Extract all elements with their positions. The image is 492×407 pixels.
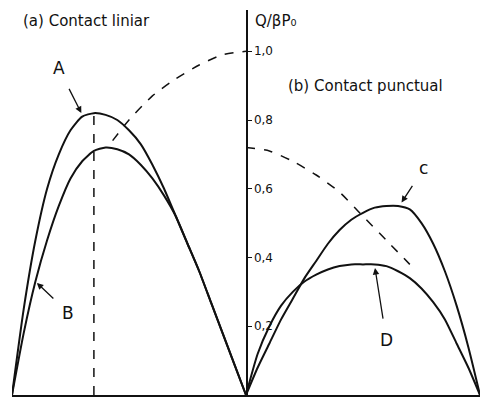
svg-text:0,2: 0,2 xyxy=(254,319,273,333)
svg-text:1,0: 1,0 xyxy=(254,44,273,58)
svg-text:D: D xyxy=(380,330,393,350)
svg-text:(a) Contact liniar: (a) Contact liniar xyxy=(23,12,150,30)
svg-text:0,6: 0,6 xyxy=(254,182,273,196)
svg-text:A: A xyxy=(53,58,65,78)
svg-text:B: B xyxy=(62,303,74,323)
svg-text:0,8: 0,8 xyxy=(254,113,273,127)
svg-text:0,4: 0,4 xyxy=(254,251,273,265)
svg-text:c: c xyxy=(419,158,428,178)
svg-text:(b) Contact punctual: (b) Contact punctual xyxy=(288,77,443,95)
svg-text:Q/βP₀: Q/βP₀ xyxy=(255,12,297,30)
